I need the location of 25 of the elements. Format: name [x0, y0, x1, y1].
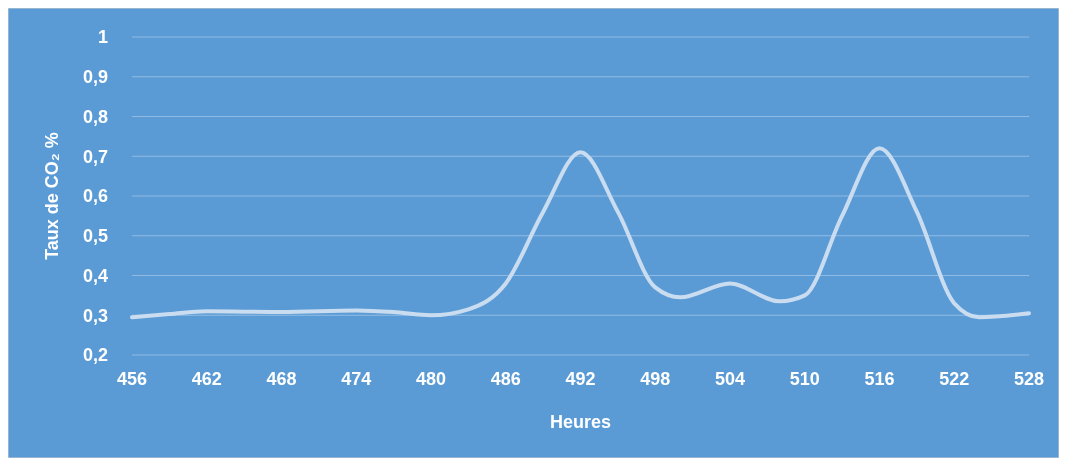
x-tick-label: 528 [1013, 369, 1045, 389]
x-tick-label: 474 [341, 369, 372, 389]
x-tick-label: 504 [714, 369, 746, 389]
line-series [130, 146, 1031, 320]
x-tick-label: 480 [415, 369, 447, 389]
y-tick-label: 0,5 [82, 226, 108, 247]
y-tick-label: 0,3 [82, 305, 108, 326]
y-tick-label: 0,9 [82, 67, 108, 88]
y-tick-label: 0,4 [82, 265, 108, 286]
y-tick-label: 0,2 [82, 345, 108, 366]
x-tick-label: 498 [640, 369, 671, 389]
y-tick-label: 0,7 [82, 146, 108, 167]
y-axis-title: Taux de CO₂ % [42, 132, 62, 260]
x-tick-label: 468 [266, 369, 297, 389]
y-tick-label: 1 [97, 27, 108, 48]
y-tick-label: 0,8 [82, 106, 108, 127]
x-tick-label: 516 [864, 369, 895, 389]
x-tick-label: 492 [565, 369, 596, 389]
x-tick-label: 486 [490, 369, 521, 389]
x-axis-title: Heures [549, 412, 612, 432]
y-tick-label: 0,6 [82, 186, 108, 207]
x-tick-label: 462 [191, 369, 222, 389]
x-tick-label: 456 [116, 369, 148, 389]
x-tick-label: 522 [939, 369, 970, 389]
x-tick-label: 510 [789, 369, 820, 389]
